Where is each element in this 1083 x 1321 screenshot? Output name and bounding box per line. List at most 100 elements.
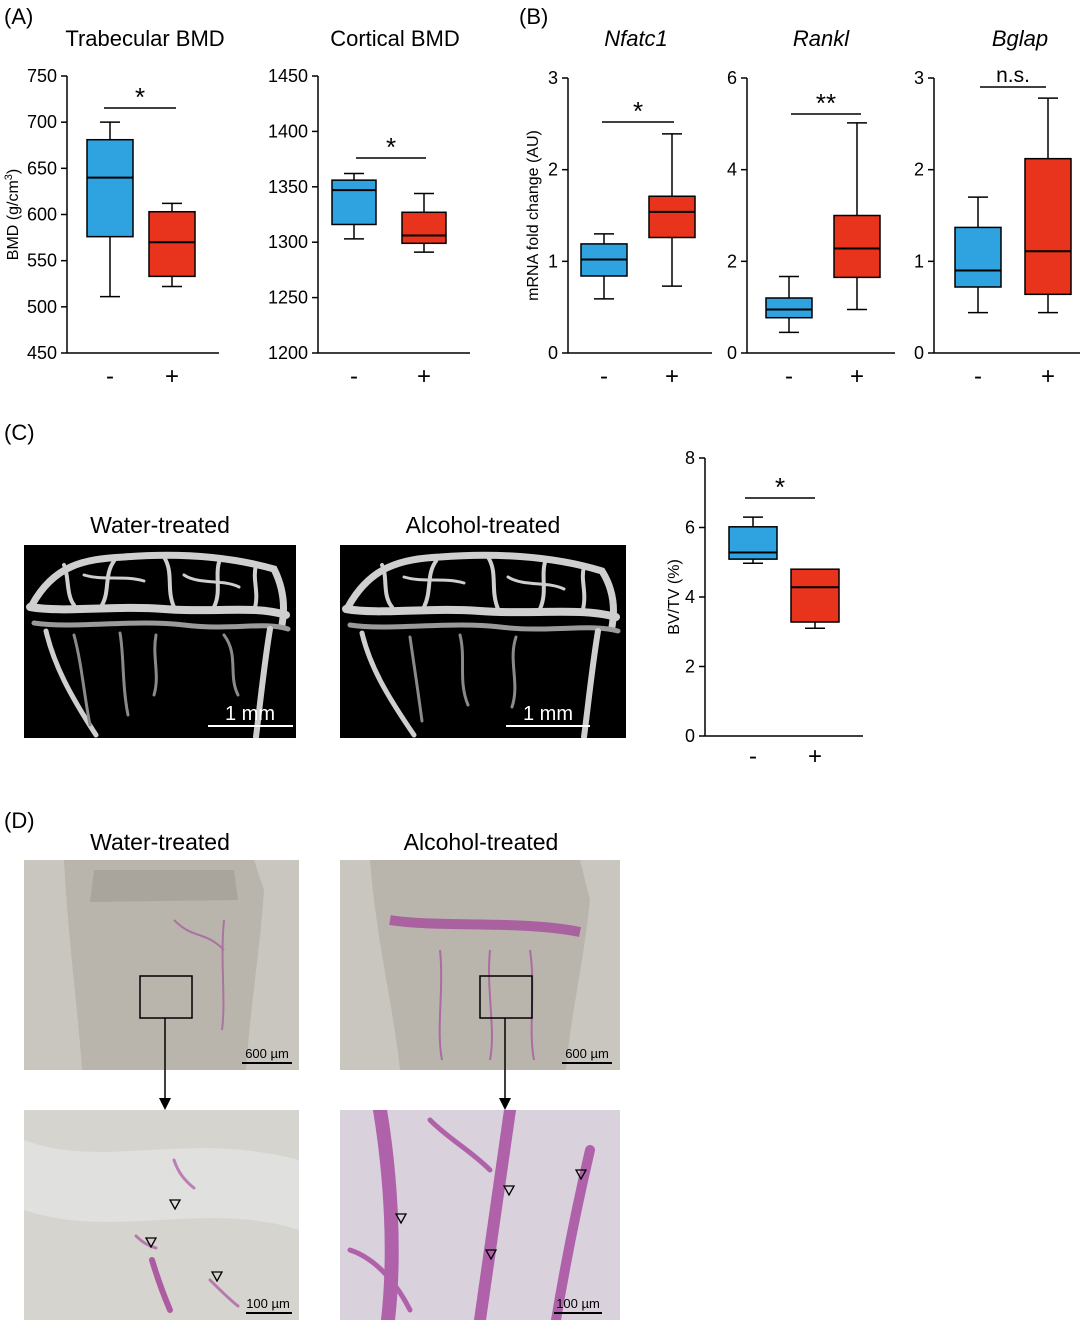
box <box>648 195 696 239</box>
category-label: - <box>350 363 358 388</box>
histo-alcohol-title: Alcohol-treated <box>403 829 559 855</box>
y-tick-label: 2 <box>727 251 737 271</box>
y-tick-label: 6 <box>727 68 737 88</box>
y-tick-label: 650 <box>27 158 57 178</box>
y-tick-label: 8 <box>685 448 695 468</box>
category-label: - <box>600 363 608 388</box>
box <box>765 297 813 319</box>
significance-label: * <box>775 472 785 502</box>
microct-water-scale-bar <box>208 725 293 727</box>
histo-alcohol-zoom-scale-label: 100 µm <box>556 1296 600 1311</box>
histo-water-zoom-scale-label: 100 µm <box>246 1296 290 1311</box>
significance-label: * <box>386 132 396 162</box>
significance-label: n.s. <box>996 64 1030 87</box>
chart-title: Trabecular BMD <box>65 26 224 51</box>
histo-alcohol-zoom: 100 µm <box>340 1110 620 1320</box>
histo-water-zoom-scale-bar <box>246 1312 292 1314</box>
y-axis-label-close: ) <box>5 169 22 174</box>
histo-alcohol-overview-scale-label: 600 µm <box>565 1046 609 1061</box>
y-axis-label: BV/TV (%) <box>666 559 683 635</box>
box <box>86 138 134 238</box>
box <box>790 568 840 623</box>
y-tick-label: 450 <box>27 343 57 363</box>
chart-title: Bglap <box>992 26 1048 51</box>
y-tick-label: 0 <box>685 726 695 746</box>
y-tick-label: 1400 <box>268 121 308 141</box>
category-label: + <box>1041 363 1055 388</box>
category-label: - <box>749 743 757 770</box>
microct-alcohol-scale-bar <box>506 725 590 727</box>
y-tick-label: 2 <box>685 657 695 677</box>
significance-label: * <box>135 82 145 112</box>
panel-label-d: (D) <box>4 808 35 833</box>
significance-label: ** <box>816 88 836 118</box>
histo-alcohol-overview-scale-bar <box>562 1062 612 1064</box>
y-axis-label-part: BMD (g/cm <box>5 180 22 260</box>
chart-title: Nfatc1 <box>604 26 668 51</box>
microct-alcohol-title: Alcohol-treated <box>405 512 561 538</box>
category-label: + <box>665 363 679 388</box>
y-axis-label: BMD (g/cm3) <box>3 169 22 260</box>
y-tick-label: 0 <box>727 343 737 363</box>
y-tick-label: 1450 <box>268 66 308 86</box>
box <box>1024 157 1072 296</box>
category-label: - <box>974 363 982 388</box>
category-label: + <box>165 363 179 388</box>
y-tick-label: 0 <box>914 343 924 363</box>
y-tick-label: 0 <box>548 343 558 363</box>
chart-title: Cortical BMD <box>330 26 460 51</box>
histo-water-title: Water-treated <box>90 829 230 855</box>
histo-water-overview-scale-bar <box>242 1062 292 1064</box>
y-tick-label: 6 <box>685 518 695 538</box>
y-tick-label: 3 <box>914 68 924 88</box>
y-tick-label: 700 <box>27 112 57 132</box>
y-axis-label-sup: 3 <box>3 174 15 180</box>
y-tick-label: 1250 <box>268 288 308 308</box>
histo-alcohol-zoom-arrow <box>499 1018 511 1110</box>
y-tick-label: 1 <box>548 251 558 271</box>
chart-trabecular-bmd: Trabecular BMD 450 500 550 600 650 700 750 BMD (… <box>3 26 225 388</box>
y-tick-label: 2 <box>548 160 558 180</box>
y-axis-label: mRNA fold change (AU) <box>525 130 542 301</box>
chart-rankl: Rankl 0 2 4 6 - + ** <box>727 26 895 388</box>
y-tick-label: 1300 <box>268 232 308 252</box>
significance-label: * <box>633 96 643 126</box>
box <box>954 226 1002 288</box>
microct-water-scale-label: 1 mm <box>225 703 275 725</box>
y-tick-label: 550 <box>27 251 57 271</box>
panel-label-b: (B) <box>519 4 549 29</box>
panel-label-c: (C) <box>4 420 35 445</box>
box <box>833 214 881 279</box>
microct-water-title: Water-treated <box>90 512 230 538</box>
y-tick-label: 1 <box>914 251 924 271</box>
y-tick-label: 4 <box>685 587 695 607</box>
chart-cortical-bmd: Cortical BMD 1200 1250 1300 1350 1400 1450 - + * <box>268 26 470 388</box>
category-label: + <box>850 363 864 388</box>
chart-title: Rankl <box>793 26 850 51</box>
y-tick-label: 1200 <box>268 343 308 363</box>
microct-water-image: 1 mm <box>24 545 296 738</box>
chart-nfatc1: Nfatc1 0 1 2 3 mRNA fold change (AU) - + * <box>525 26 712 388</box>
y-tick-label: 500 <box>27 297 57 317</box>
histo-alcohol-overview: 600 µm <box>340 860 620 1070</box>
histo-water-overview-scale-label: 600 µm <box>245 1046 289 1061</box>
histo-water-zoom-arrow <box>159 1018 171 1110</box>
microct-alcohol-scale-label: 1 mm <box>523 703 573 725</box>
chart-bv-tv: 0 2 4 6 8 BV/TV (%) - + * <box>666 448 863 770</box>
y-tick-label: 1350 <box>268 177 308 197</box>
category-label: - <box>106 363 114 388</box>
category-label: + <box>808 743 822 770</box>
box <box>401 211 447 245</box>
category-label: + <box>417 363 431 388</box>
category-label: - <box>785 363 793 388</box>
y-tick-label: 2 <box>914 160 924 180</box>
y-tick-label: 600 <box>27 205 57 225</box>
y-tick-label: 3 <box>548 68 558 88</box>
panel-label-a: (A) <box>4 4 34 29</box>
y-tick-label: 4 <box>727 160 737 180</box>
box <box>148 210 196 278</box>
box <box>728 526 778 560</box>
box <box>331 179 377 226</box>
chart-bglap: Bglap 0 1 2 3 - + n.s. <box>914 26 1080 388</box>
histo-water-overview: 600 µm <box>24 860 299 1070</box>
